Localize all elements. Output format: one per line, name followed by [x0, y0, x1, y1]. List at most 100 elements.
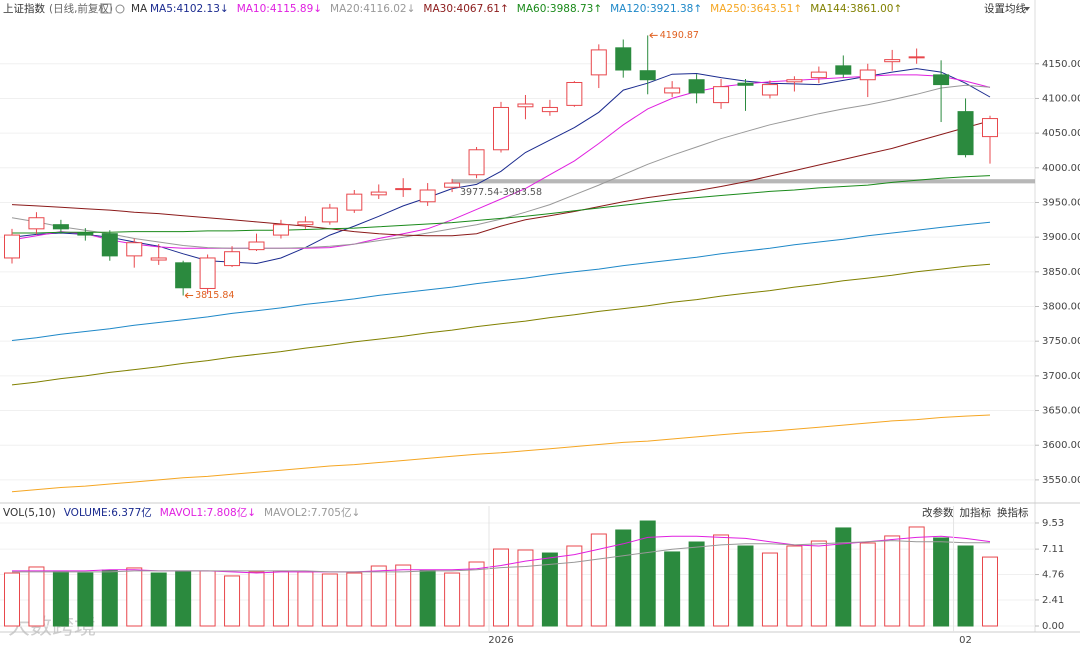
- volume-bar: [52, 570, 69, 627]
- y-tick-label: 2.41: [1042, 595, 1064, 606]
- volume-bar: [590, 533, 607, 627]
- y-tick-label: 4150.00: [1042, 59, 1080, 70]
- ma-settings[interactable]: 设置均线: [984, 2, 1026, 15]
- y-tick-label: 3800.00: [1042, 302, 1080, 313]
- extreme-label: 4190.87: [660, 30, 699, 41]
- candle-body: [957, 111, 974, 156]
- volume-bar: [810, 540, 827, 627]
- volume-bar: [982, 556, 998, 627]
- indicator-button[interactable]: 换指标: [997, 506, 1029, 519]
- ma-line: [11, 68, 991, 265]
- legend-entry: MA10:4115.89↓: [237, 3, 322, 15]
- candle-body: [590, 49, 607, 76]
- volume-bar: [639, 520, 656, 627]
- y-tick-label: 3750.00: [1042, 336, 1080, 347]
- ma-label: MA: [131, 3, 148, 15]
- volume-bar: [541, 552, 558, 627]
- candle-body: [52, 224, 69, 230]
- price-band: [452, 179, 1035, 184]
- y-tick-label: 4100.00: [1042, 93, 1080, 104]
- ma-line: [11, 414, 991, 493]
- volume-bar: [933, 537, 950, 627]
- y-tick-label: 0.00: [1042, 621, 1064, 632]
- indicator-button[interactable]: 改参数: [922, 506, 954, 519]
- candle-body: [761, 84, 778, 96]
- candle-body: [150, 257, 167, 261]
- instrument-subtitle: (日线,前复权): [49, 2, 113, 15]
- candle-body: [199, 257, 216, 289]
- candle-body: [541, 106, 558, 113]
- candle-body: [982, 118, 998, 138]
- y-tick-label: 3950.00: [1042, 197, 1080, 208]
- volume-bar: [859, 542, 876, 627]
- volume-bar: [297, 571, 314, 627]
- volume-bar: [957, 545, 974, 627]
- y-tick-label: 3550.00: [1042, 475, 1080, 486]
- candle-body: [908, 56, 925, 59]
- legend-entry: MA30:4067.61↑: [423, 3, 508, 15]
- ma-line: [11, 221, 991, 341]
- volume-title: VOL(5,10): [3, 507, 56, 519]
- volume-bar: [272, 570, 289, 627]
- legend-entry: MA120:3921.38↑: [610, 3, 702, 15]
- candle-body: [175, 262, 192, 289]
- candle-body: [346, 193, 363, 211]
- candle-body: [713, 86, 730, 104]
- legend-entry: MAVOL2:7.705亿↓: [264, 506, 360, 519]
- candle-body: [517, 103, 534, 108]
- candle-body: [933, 74, 950, 86]
- candle-body: [126, 242, 143, 257]
- gear-icon[interactable]: [115, 4, 125, 14]
- y-tick-label: 4050.00: [1042, 128, 1080, 139]
- candle-body: [419, 189, 436, 203]
- legend-entry: MA250:3643.51↑: [710, 3, 802, 15]
- candle-body: [468, 149, 485, 176]
- candle-body: [737, 82, 754, 86]
- volume-bar: [444, 572, 461, 627]
- volume-bar: [664, 551, 681, 627]
- candle-body: [395, 188, 412, 191]
- legend-entry: VOLUME:6.377亿: [64, 506, 152, 519]
- volume-bar: [175, 570, 192, 627]
- candle-body: [272, 224, 289, 236]
- candle-body: [859, 69, 876, 81]
- volume-bar: [908, 526, 925, 627]
- mavol-line: [12, 540, 991, 573]
- volume-bar: [468, 561, 485, 627]
- candle-body: [566, 81, 583, 106]
- x-tick-label: 2026: [488, 635, 513, 646]
- volume-bar: [101, 569, 118, 627]
- legend-entry: MA144:3861.00↑: [810, 3, 902, 15]
- instrument-title: 上证指数: [3, 2, 45, 15]
- x-tick-label: 02: [959, 635, 972, 646]
- y-tick-label: 3700.00: [1042, 371, 1080, 382]
- volume-bar: [713, 534, 730, 627]
- legend-entry: MAVOL1:7.808亿↓: [160, 506, 256, 519]
- ma-line: [11, 74, 991, 249]
- volume-bar: [224, 575, 241, 627]
- candle-body: [786, 79, 803, 83]
- volume-bar: [688, 541, 705, 627]
- candle-body: [444, 182, 461, 188]
- price-plot: [0, 35, 1035, 493]
- candle-body: [835, 65, 852, 75]
- y-tick-label: 4000.00: [1042, 163, 1080, 174]
- candle-body: [321, 207, 338, 223]
- volume-bar: [786, 545, 803, 627]
- legend-entry: MA60:3988.73↑: [517, 3, 602, 15]
- candle-body: [639, 70, 656, 81]
- candle-body: [224, 251, 241, 267]
- candle-body: [884, 59, 901, 63]
- ma-line: [11, 84, 991, 249]
- y-tick-label: 4.76: [1042, 570, 1064, 581]
- window-icon[interactable]: [101, 3, 112, 14]
- candle-body: [493, 106, 509, 151]
- volume-bar: [346, 572, 363, 627]
- y-tick-label: 9.53: [1042, 518, 1064, 529]
- volume-bar: [248, 571, 265, 627]
- indicator-button[interactable]: 加指标: [960, 506, 992, 519]
- ma-line: [11, 120, 991, 237]
- volume-bar: [493, 548, 509, 627]
- ma-line: [11, 263, 991, 386]
- dropdown-arrow[interactable]: [1024, 7, 1030, 11]
